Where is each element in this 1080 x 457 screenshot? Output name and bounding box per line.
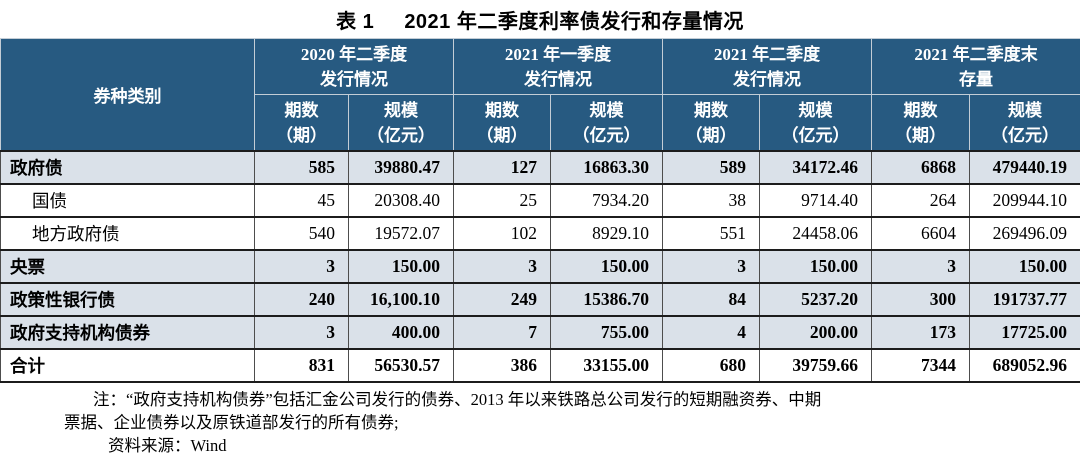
row-label: 政府支持机构债券 xyxy=(0,315,255,350)
table-cell: 3 xyxy=(662,249,760,284)
table-cell: 3 xyxy=(254,315,349,350)
row-local-government-bonds: 地方政府债 540 19572.07 102 8929.10 551 24458… xyxy=(0,216,1080,251)
subheader-count: 期数 （期） xyxy=(662,94,760,152)
table-cell: 6868 xyxy=(871,150,970,185)
table-cell: 755.00 xyxy=(550,315,663,350)
table-cell: 38 xyxy=(662,183,760,218)
row-label: 政府债 xyxy=(0,150,255,185)
table-cell: 34172.46 xyxy=(759,150,872,185)
row-label: 国债 xyxy=(0,183,255,218)
table-cell: 831 xyxy=(254,348,349,383)
table-cell: 16863.30 xyxy=(550,150,663,185)
row-government-bonds: 政府债 585 39880.47 127 16863.30 589 34172.… xyxy=(0,150,1080,185)
footnote-line-2: 票据、企业债券以及原铁道部发行的所有债券; xyxy=(64,413,399,432)
table-cell: 84 xyxy=(662,282,760,317)
table-cell: 689052.96 xyxy=(969,348,1080,383)
table-cell: 24458.06 xyxy=(759,216,872,251)
table-cell: 39880.47 xyxy=(348,150,454,185)
table-cell: 3 xyxy=(871,249,970,284)
table-cell: 127 xyxy=(453,150,551,185)
page-title: 表 1 2021 年二季度利率债发行和存量情况 xyxy=(0,0,1080,38)
row-treasury-bonds: 国债 45 20308.40 25 7934.20 38 9714.40 264… xyxy=(0,183,1080,218)
table-cell: 249 xyxy=(453,282,551,317)
table-cell: 240 xyxy=(254,282,349,317)
bond-issuance-table: 券种类别 2020 年二季度 发行情况 2021 年一季度 发行情况 2021 … xyxy=(0,38,1080,383)
table-cell: 150.00 xyxy=(550,249,663,284)
column-group-2021q2-issuance: 2021 年二季度 发行情况 xyxy=(662,38,872,95)
row-label: 政策性银行债 xyxy=(0,282,255,317)
table-cell: 5237.20 xyxy=(759,282,872,317)
table-cell: 15386.70 xyxy=(550,282,663,317)
data-source: 资料来源：Wind xyxy=(108,436,227,455)
table-cell: 269496.09 xyxy=(969,216,1080,251)
table-cell: 479440.19 xyxy=(969,150,1080,185)
table-cell: 551 xyxy=(662,216,760,251)
table-cell: 540 xyxy=(254,216,349,251)
table-cell: 150.00 xyxy=(759,249,872,284)
row-government-supported-agency-bonds: 政府支持机构债券 3 400.00 7 755.00 4 200.00 173 … xyxy=(0,315,1080,350)
table-cell: 386 xyxy=(453,348,551,383)
column-group-2021q2-end-stock: 2021 年二季度末 存量 xyxy=(871,38,1080,95)
table-title-text: 2021 年二季度利率债发行和存量情况 xyxy=(404,10,744,33)
column-group-2020q2-issuance: 2020 年二季度 发行情况 xyxy=(254,38,454,95)
table-cell: 3 xyxy=(254,249,349,284)
table-cell: 680 xyxy=(662,348,760,383)
table-cell: 7344 xyxy=(871,348,970,383)
table-cell: 150.00 xyxy=(969,249,1080,284)
table-cell: 17725.00 xyxy=(969,315,1080,350)
subheader-count: 期数 （期） xyxy=(871,94,970,152)
row-policy-bank-bonds: 政策性银行债 240 16,100.10 249 15386.70 84 523… xyxy=(0,282,1080,317)
table-cell: 39759.66 xyxy=(759,348,872,383)
table-cell: 8929.10 xyxy=(550,216,663,251)
table-cell: 589 xyxy=(662,150,760,185)
row-central-bank-bills: 央票 3 150.00 3 150.00 3 150.00 3 150.00 xyxy=(0,249,1080,284)
table-cell: 33155.00 xyxy=(550,348,663,383)
table-footnotes: 注：“政府支持机构债券”包括汇金公司发行的债券、2013 年以来铁路总公司发行的… xyxy=(0,383,1080,457)
table-cell: 56530.57 xyxy=(348,348,454,383)
table-cell: 4 xyxy=(662,315,760,350)
table-cell: 45 xyxy=(254,183,349,218)
table-cell: 173 xyxy=(871,315,970,350)
table-cell: 16,100.10 xyxy=(348,282,454,317)
table-cell: 9714.40 xyxy=(759,183,872,218)
table-cell: 264 xyxy=(871,183,970,218)
subheader-scale: 规模 （亿元） xyxy=(969,94,1080,152)
subheader-count: 期数 （期） xyxy=(453,94,551,152)
table-cell: 200.00 xyxy=(759,315,872,350)
subheader-scale: 规模 （亿元） xyxy=(759,94,872,152)
table-cell: 585 xyxy=(254,150,349,185)
table-cell: 102 xyxy=(453,216,551,251)
row-total: 合计 831 56530.57 386 33155.00 680 39759.6… xyxy=(0,348,1080,383)
row-label: 合计 xyxy=(0,348,255,383)
table-cell: 300 xyxy=(871,282,970,317)
table-cell: 6604 xyxy=(871,216,970,251)
table-cell: 191737.77 xyxy=(969,282,1080,317)
table-cell: 3 xyxy=(453,249,551,284)
row-label: 央票 xyxy=(0,249,255,284)
table-number: 表 1 xyxy=(336,10,375,33)
table-cell: 400.00 xyxy=(348,315,454,350)
footnote-line-1: 注：“政府支持机构债券”包括汇金公司发行的债券、2013 年以来铁路总公司发行的… xyxy=(93,390,822,409)
table-cell: 25 xyxy=(453,183,551,218)
table-cell: 209944.10 xyxy=(969,183,1080,218)
table-cell: 20308.40 xyxy=(348,183,454,218)
table-cell: 150.00 xyxy=(348,249,454,284)
table-cell: 19572.07 xyxy=(348,216,454,251)
subheader-count: 期数 （期） xyxy=(254,94,349,152)
subheader-scale: 规模 （亿元） xyxy=(550,94,663,152)
column-group-2021q1-issuance: 2021 年一季度 发行情况 xyxy=(453,38,663,95)
table-cell: 7 xyxy=(453,315,551,350)
table-cell: 7934.20 xyxy=(550,183,663,218)
column-header-bond-type: 券种类别 xyxy=(0,38,255,152)
subheader-scale: 规模 （亿元） xyxy=(348,94,454,152)
row-label: 地方政府债 xyxy=(0,216,255,251)
